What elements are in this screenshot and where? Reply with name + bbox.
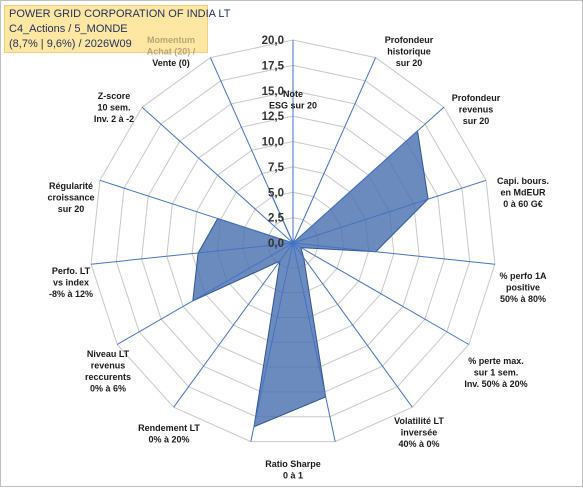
axis-label: Profondeur bbox=[452, 93, 501, 103]
axis-spoke bbox=[292, 179, 487, 244]
axis-label: Note bbox=[283, 89, 303, 99]
axis-label: positive bbox=[506, 283, 540, 293]
axis-spoke bbox=[116, 242, 294, 345]
radial-tick-label: 20,0 bbox=[262, 35, 284, 47]
chart-title-line-2: C4_Actions / 5_MONDE bbox=[9, 23, 128, 35]
radial-tick-label: 17,5 bbox=[262, 60, 285, 72]
radial-tick-label: 5,0 bbox=[268, 187, 284, 199]
axis-label: 0% à 20% bbox=[148, 435, 189, 445]
axis-label: Achat (20) / bbox=[147, 47, 196, 57]
axis-label: % perfo 1A bbox=[499, 271, 547, 281]
radial-tick-label: 15,0 bbox=[262, 86, 284, 98]
axis-label: Inv. 50% à 20% bbox=[464, 379, 527, 389]
axis-label: 50% à 80% bbox=[500, 294, 546, 304]
axis-label: Perfo. LT bbox=[52, 266, 91, 276]
data-area bbox=[192, 129, 429, 428]
axis-label: sur 20 bbox=[463, 116, 490, 126]
axis-label: en MdEUR bbox=[501, 188, 547, 198]
axis-label: % perte max. bbox=[468, 356, 524, 366]
radial-tick-label: 7,5 bbox=[268, 162, 285, 174]
axis-label: -8% à 12% bbox=[49, 289, 93, 299]
axis-spoke bbox=[292, 242, 413, 408]
axis-spoke bbox=[173, 242, 294, 408]
axis-label: Capi. bours. bbox=[497, 176, 549, 186]
axis-label: 40% à 0% bbox=[398, 439, 439, 449]
axis-label: sur 20 bbox=[58, 204, 85, 214]
chart-title-line-1: POWER GRID CORPORATION OF INDIA LT bbox=[9, 8, 231, 20]
radial-tick-label: 0,0 bbox=[268, 238, 284, 250]
axis-label: Rendement LT bbox=[138, 423, 200, 433]
axis-label: revenus bbox=[459, 105, 494, 115]
axis-label: Profondeur bbox=[385, 35, 434, 45]
axis-label: Z-score bbox=[98, 91, 131, 101]
axis-label: 0 à 1 bbox=[283, 471, 303, 481]
axis-spoke bbox=[292, 106, 445, 244]
axis-label: inversée bbox=[401, 428, 438, 438]
axis-label: 10 sem. bbox=[97, 103, 130, 113]
chart-title-line-3: (8,7% | 9,6%) / 2026W09 bbox=[9, 38, 132, 50]
axis-spoke bbox=[91, 242, 294, 265]
axis-label: Vente (0) bbox=[152, 58, 190, 68]
axis-label: reccurents bbox=[85, 372, 131, 382]
axis-label: Momentum bbox=[147, 35, 195, 45]
axis-label: 0% à 6% bbox=[90, 384, 126, 394]
axis-label: vs index bbox=[53, 278, 89, 288]
grid-ring bbox=[90, 39, 496, 443]
axis-label: historique bbox=[387, 47, 431, 57]
radial-tick-label: 10,0 bbox=[262, 137, 284, 149]
axis-label: sur 1 sem. bbox=[474, 368, 519, 378]
axis-label: Régularité bbox=[49, 181, 93, 191]
axis-spoke bbox=[141, 106, 294, 244]
axis-label: Ratio Sharpe bbox=[265, 459, 321, 469]
axis-label: revenus bbox=[91, 361, 126, 371]
axis-label: ESG sur 20 bbox=[269, 101, 317, 111]
grid-ring bbox=[115, 64, 471, 418]
axis-label: sur 20 bbox=[396, 58, 423, 68]
axis-label: croissance bbox=[47, 193, 94, 203]
axis-spoke bbox=[292, 242, 495, 265]
axis-spoke bbox=[292, 242, 336, 442]
radial-tick-label: 2,5 bbox=[268, 213, 285, 225]
axis-spoke bbox=[250, 242, 294, 442]
axis-spoke bbox=[209, 57, 294, 244]
axis-spoke bbox=[292, 57, 377, 244]
chart-title-box: POWER GRID CORPORATION OF INDIA LT C4_Ac… bbox=[4, 5, 231, 53]
axis-label: 0 à 60 G€ bbox=[503, 199, 543, 209]
axis-spoke bbox=[292, 242, 470, 345]
axis-label: Niveau LT bbox=[87, 349, 130, 359]
axis-label: Inv. 2 à -2 bbox=[94, 114, 134, 124]
radial-tick-label: 12,5 bbox=[262, 111, 285, 123]
axis-label: Volatilité LT bbox=[394, 416, 444, 426]
axis-spoke bbox=[99, 179, 294, 244]
